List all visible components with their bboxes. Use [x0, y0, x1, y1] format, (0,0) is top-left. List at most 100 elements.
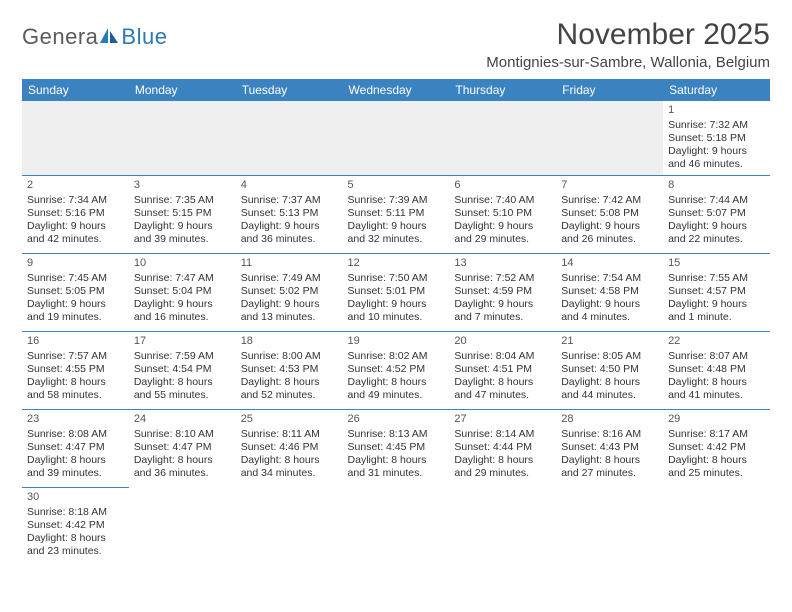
sunset-line: Sunset: 5:07 PM: [668, 207, 765, 220]
day-number: 27: [454, 413, 551, 427]
day-number: 16: [27, 335, 124, 349]
calendar-cell: [236, 488, 343, 566]
sunrise-line: Sunrise: 8:07 AM: [668, 350, 765, 363]
calendar-cell: 18Sunrise: 8:00 AMSunset: 4:53 PMDayligh…: [236, 332, 343, 410]
sunrise-line: Sunrise: 7:32 AM: [668, 119, 765, 132]
calendar-cell: [663, 488, 770, 566]
day-number: 2: [27, 179, 124, 193]
calendar-cell: 27Sunrise: 8:14 AMSunset: 4:44 PMDayligh…: [449, 410, 556, 488]
sunrise-line: Sunrise: 8:04 AM: [454, 350, 551, 363]
day-number: 14: [561, 257, 658, 271]
daylight-line-2: and 36 minutes.: [134, 467, 231, 480]
calendar-cell: 7Sunrise: 7:42 AMSunset: 5:08 PMDaylight…: [556, 176, 663, 254]
sunset-line: Sunset: 4:47 PM: [134, 441, 231, 454]
calendar-table: SundayMondayTuesdayWednesdayThursdayFrid…: [22, 79, 770, 566]
sunrise-line: Sunrise: 7:37 AM: [241, 194, 338, 207]
daylight-line-2: and 55 minutes.: [134, 389, 231, 402]
calendar-cell: [449, 488, 556, 566]
day-number: 4: [241, 179, 338, 193]
sunrise-line: Sunrise: 7:44 AM: [668, 194, 765, 207]
calendar-week: 2Sunrise: 7:34 AMSunset: 5:16 PMDaylight…: [22, 176, 770, 254]
weekday-header: Monday: [129, 79, 236, 101]
weekday-header-row: SundayMondayTuesdayWednesdayThursdayFrid…: [22, 79, 770, 101]
daylight-line-2: and 47 minutes.: [454, 389, 551, 402]
day-number: 29: [668, 413, 765, 427]
daylight-line-1: Daylight: 9 hours: [241, 298, 338, 311]
daylight-line-1: Daylight: 9 hours: [348, 298, 445, 311]
daylight-line-2: and 27 minutes.: [561, 467, 658, 480]
daylight-line-1: Daylight: 8 hours: [27, 532, 124, 545]
sunrise-line: Sunrise: 7:39 AM: [348, 194, 445, 207]
calendar-cell: 22Sunrise: 8:07 AMSunset: 4:48 PMDayligh…: [663, 332, 770, 410]
sunrise-line: Sunrise: 7:57 AM: [27, 350, 124, 363]
sunrise-line: Sunrise: 7:55 AM: [668, 272, 765, 285]
sunset-line: Sunset: 4:42 PM: [668, 441, 765, 454]
sunrise-line: Sunrise: 7:54 AM: [561, 272, 658, 285]
calendar-cell: 5Sunrise: 7:39 AMSunset: 5:11 PMDaylight…: [343, 176, 450, 254]
daylight-line-2: and 44 minutes.: [561, 389, 658, 402]
daylight-line-1: Daylight: 8 hours: [668, 376, 765, 389]
day-number: 24: [134, 413, 231, 427]
sunset-line: Sunset: 5:01 PM: [348, 285, 445, 298]
calendar-cell: 20Sunrise: 8:04 AMSunset: 4:51 PMDayligh…: [449, 332, 556, 410]
daylight-line-1: Daylight: 9 hours: [241, 220, 338, 233]
day-number: 12: [348, 257, 445, 271]
sunset-line: Sunset: 4:44 PM: [454, 441, 551, 454]
calendar-cell: 9Sunrise: 7:45 AMSunset: 5:05 PMDaylight…: [22, 254, 129, 332]
day-number: 30: [27, 491, 124, 505]
calendar-cell: 23Sunrise: 8:08 AMSunset: 4:47 PMDayligh…: [22, 410, 129, 488]
calendar-cell: [449, 101, 556, 176]
calendar-cell: [343, 488, 450, 566]
calendar-week: 23Sunrise: 8:08 AMSunset: 4:47 PMDayligh…: [22, 410, 770, 488]
day-number: 26: [348, 413, 445, 427]
sunrise-line: Sunrise: 8:16 AM: [561, 428, 658, 441]
daylight-line-1: Daylight: 9 hours: [668, 220, 765, 233]
sunrise-line: Sunrise: 8:18 AM: [27, 506, 124, 519]
sunset-line: Sunset: 4:47 PM: [27, 441, 124, 454]
day-number: 5: [348, 179, 445, 193]
daylight-line-2: and 39 minutes.: [134, 233, 231, 246]
daylight-line-2: and 34 minutes.: [241, 467, 338, 480]
calendar-cell: 1Sunrise: 7:32 AMSunset: 5:18 PMDaylight…: [663, 101, 770, 176]
daylight-line-2: and 7 minutes.: [454, 311, 551, 324]
brand-part2: Blue: [121, 24, 167, 49]
sunset-line: Sunset: 5:08 PM: [561, 207, 658, 220]
day-number: 20: [454, 335, 551, 349]
sunrise-line: Sunrise: 8:14 AM: [454, 428, 551, 441]
sunset-line: Sunset: 4:42 PM: [27, 519, 124, 532]
day-number: 25: [241, 413, 338, 427]
daylight-line-1: Daylight: 9 hours: [561, 220, 658, 233]
calendar-cell: 30Sunrise: 8:18 AMSunset: 4:42 PMDayligh…: [22, 488, 129, 566]
daylight-line-1: Daylight: 9 hours: [561, 298, 658, 311]
sunrise-line: Sunrise: 7:42 AM: [561, 194, 658, 207]
daylight-line-2: and 31 minutes.: [348, 467, 445, 480]
day-number: 11: [241, 257, 338, 271]
daylight-line-2: and 23 minutes.: [27, 545, 124, 558]
daylight-line-1: Daylight: 9 hours: [27, 298, 124, 311]
sunrise-line: Sunrise: 8:00 AM: [241, 350, 338, 363]
sunset-line: Sunset: 4:52 PM: [348, 363, 445, 376]
sail-icon: [99, 25, 119, 51]
calendar-cell: 11Sunrise: 7:49 AMSunset: 5:02 PMDayligh…: [236, 254, 343, 332]
sunset-line: Sunset: 4:45 PM: [348, 441, 445, 454]
daylight-line-2: and 16 minutes.: [134, 311, 231, 324]
weekday-header: Sunday: [22, 79, 129, 101]
day-number: 10: [134, 257, 231, 271]
sunrise-line: Sunrise: 7:52 AM: [454, 272, 551, 285]
daylight-line-1: Daylight: 8 hours: [134, 454, 231, 467]
day-number: 19: [348, 335, 445, 349]
weekday-header: Thursday: [449, 79, 556, 101]
day-number: 28: [561, 413, 658, 427]
calendar-cell: [236, 101, 343, 176]
weekday-header: Wednesday: [343, 79, 450, 101]
daylight-line-1: Daylight: 8 hours: [27, 376, 124, 389]
calendar-cell: [129, 488, 236, 566]
daylight-line-1: Daylight: 8 hours: [241, 376, 338, 389]
daylight-line-1: Daylight: 9 hours: [668, 298, 765, 311]
day-number: 1: [668, 104, 765, 118]
daylight-line-2: and 36 minutes.: [241, 233, 338, 246]
daylight-line-2: and 46 minutes.: [668, 158, 765, 171]
sunset-line: Sunset: 4:54 PM: [134, 363, 231, 376]
daylight-line-2: and 1 minute.: [668, 311, 765, 324]
daylight-line-2: and 19 minutes.: [27, 311, 124, 324]
